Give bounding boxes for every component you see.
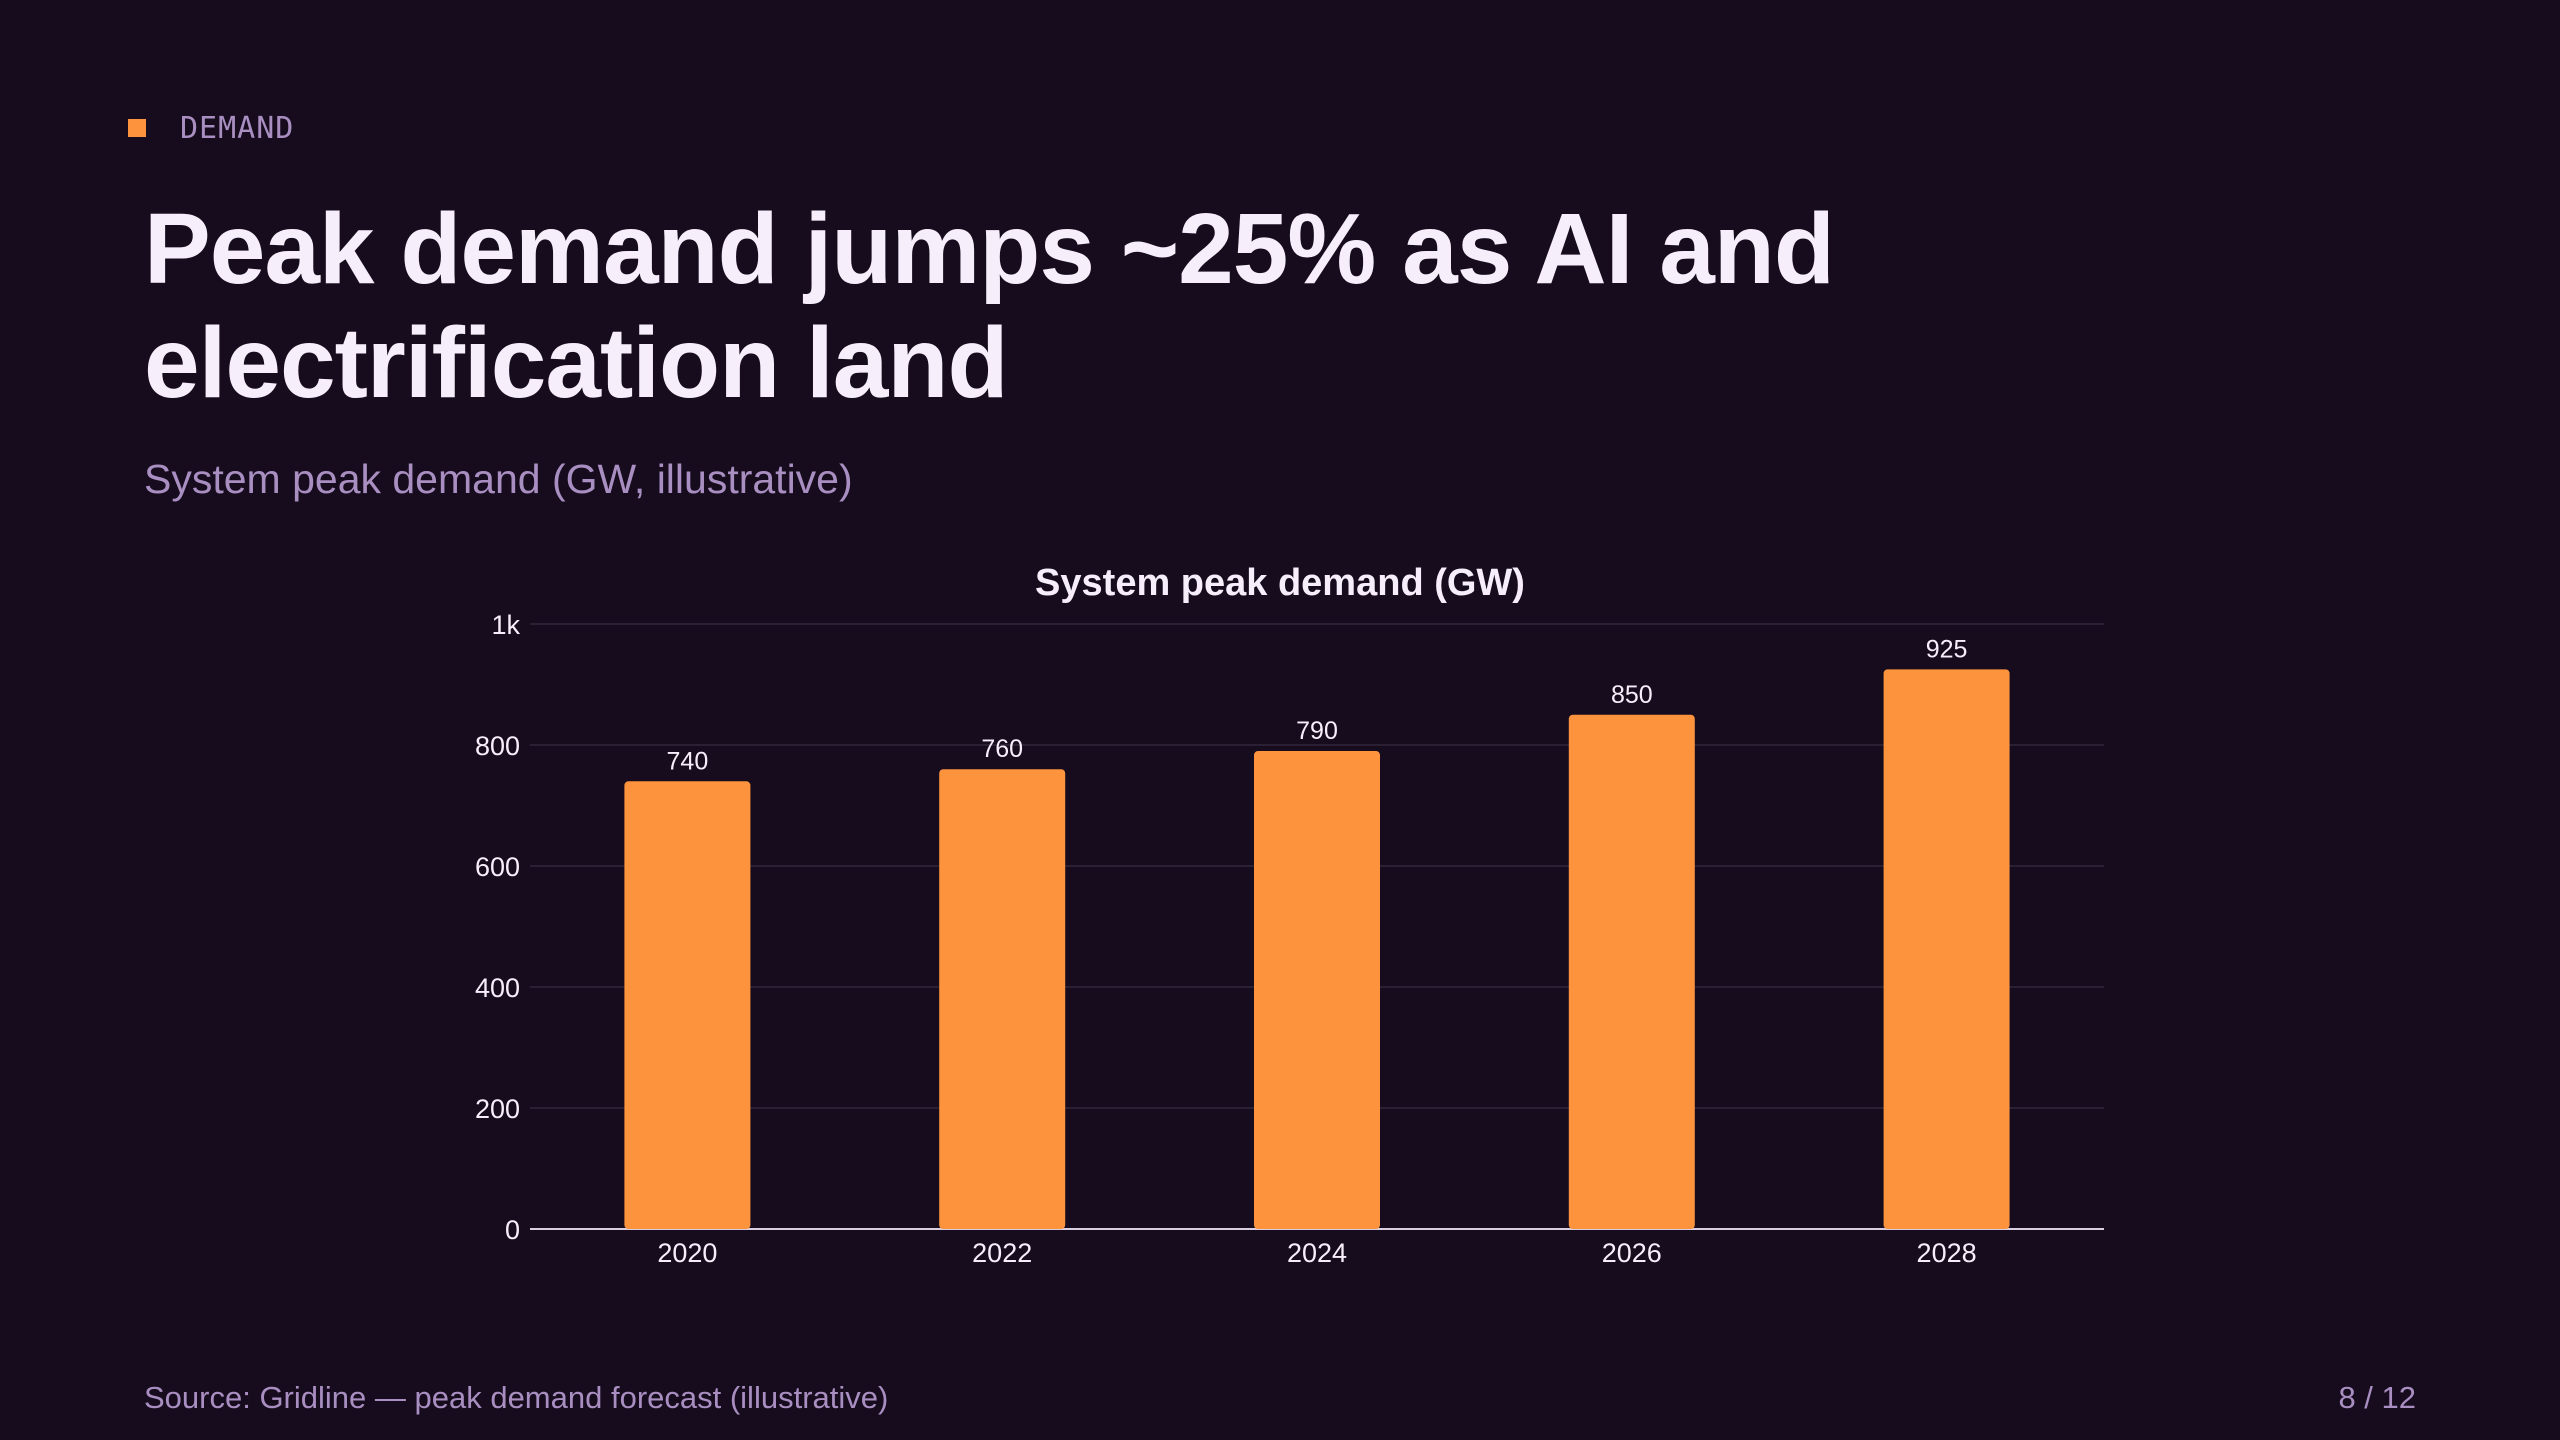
x-tick-label: 2024 [1287, 1238, 1347, 1268]
y-tick-label: 200 [475, 1094, 520, 1124]
page-subtitle: System peak demand (GW, illustrative) [144, 456, 853, 502]
x-tick-label: 2020 [657, 1238, 717, 1268]
page-number: 8 / 12 [2338, 1380, 2416, 1415]
page-title: Peak demand jumps ~25% as AI and electri… [144, 193, 1835, 419]
bar-2026 [1568, 714, 1695, 1229]
eyebrow-label: DEMAND [180, 110, 295, 146]
y-tick-label: 0 [505, 1215, 520, 1245]
data-label-2028: 925 [1926, 635, 1968, 663]
y-tick-label: 600 [475, 852, 520, 882]
bar-2028 [1883, 669, 2010, 1229]
bar-2022 [939, 769, 1066, 1229]
x-axis: 2020 2022 2024 2026 2028 [657, 1238, 1976, 1268]
bar-2020 [624, 781, 751, 1229]
y-tick-label: 1k [491, 610, 520, 640]
y-tick-label: 800 [475, 731, 520, 761]
x-tick-label: 2022 [972, 1238, 1032, 1268]
bar-2024 [1254, 751, 1380, 1229]
x-tick-label: 2028 [1917, 1238, 1977, 1268]
bar-chart: System peak demand (GW) 02004006008001k … [475, 562, 2104, 1268]
eyebrow: DEMAND [128, 108, 294, 148]
chart: System peak demand (GW) 0 200 400 600 800 1k … [0, 540, 2560, 1300]
x-tick-label: 2026 [1602, 1238, 1662, 1268]
data-labels: 740 760 790 850 925 [667, 635, 1968, 775]
data-label-2026: 850 [1611, 681, 1653, 709]
y-tick-label: 400 [475, 973, 520, 1003]
chart-title: System peak demand (GW) [1035, 562, 1525, 604]
bars [624, 669, 2010, 1229]
data-label-2020: 740 [667, 747, 709, 775]
source-note: Source: Gridline — peak demand forecast … [144, 1380, 889, 1415]
data-label-2022: 760 [981, 735, 1023, 763]
y-axis: 0 200 400 600 800 1k [475, 610, 521, 1245]
data-label-2024: 790 [1296, 717, 1338, 745]
eyebrow-square-icon [128, 119, 146, 137]
